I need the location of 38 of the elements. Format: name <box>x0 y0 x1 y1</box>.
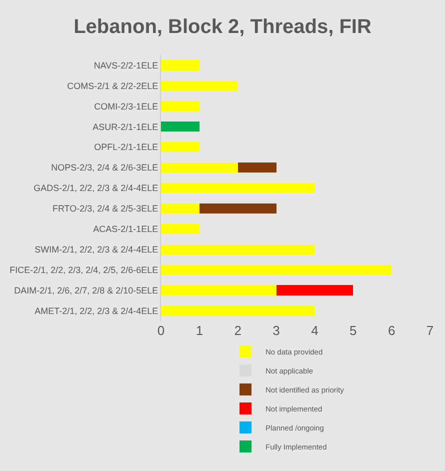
y-tick-label: NAVS-2/2-1ELE <box>94 60 158 70</box>
bar <box>161 60 200 70</box>
x-tick-label: 5 <box>350 323 357 338</box>
y-tick-label: NOPS-2/3, 2/4 & 2/6-3ELE <box>51 162 158 173</box>
bar <box>161 224 200 234</box>
bar <box>161 244 315 254</box>
bar <box>161 182 315 194</box>
y-tick-label: GADS-2/1, 2/2, 2/3 & 2/4-4ELE <box>34 183 158 194</box>
y-tick-label: ACAS-2/1-1ELE <box>93 224 158 234</box>
bar <box>161 162 238 173</box>
y-tick-label: DAIM-2/1, 2/6, 2/7, 2/8 & 2/10-5ELE <box>14 285 158 296</box>
y-tick-label: COMS-2/1 & 2/2-2ELE <box>67 80 158 91</box>
bar <box>161 285 276 296</box>
bar <box>161 80 238 91</box>
bar <box>238 162 276 173</box>
x-tick-label: 6 <box>388 323 396 338</box>
y-tick-label: SWIM-2/1, 2/2, 2/3 & 2/4-4ELE <box>34 244 158 255</box>
bar <box>161 306 315 316</box>
bar <box>199 203 276 214</box>
x-tick-label: 0 <box>157 323 165 338</box>
chart-title: Lebanon, Block 2, Threads, FIR <box>74 16 372 38</box>
bar <box>161 101 200 112</box>
y-tick-label: ASUR-2/1-1ELE <box>92 122 158 132</box>
x-tick-label: 3 <box>272 323 280 338</box>
y-tick-label: OPFL-2/1-1ELE <box>94 142 158 152</box>
bar <box>276 285 354 296</box>
bar <box>161 264 392 275</box>
y-tick-label: AMET-2/1, 2/2, 2/3 & 2/4-4ELE <box>34 306 158 316</box>
x-tick-label: 1 <box>196 323 204 338</box>
y-tick-label: FRTO-2/3, 2/4 & 2/5-3ELE <box>52 204 158 214</box>
bar <box>161 203 200 214</box>
y-tick-label: FICE-2/1, 2/2, 2/3, 2/4, 2/5, 2/6-6ELE <box>10 265 158 275</box>
x-tick-label: 2 <box>234 323 242 338</box>
x-tick-label: 7 <box>426 323 434 338</box>
x-tick-label: 4 <box>311 323 318 338</box>
y-tick-label: COMI-2/3-1ELE <box>94 101 158 112</box>
bar <box>161 122 200 132</box>
bar <box>161 142 200 152</box>
